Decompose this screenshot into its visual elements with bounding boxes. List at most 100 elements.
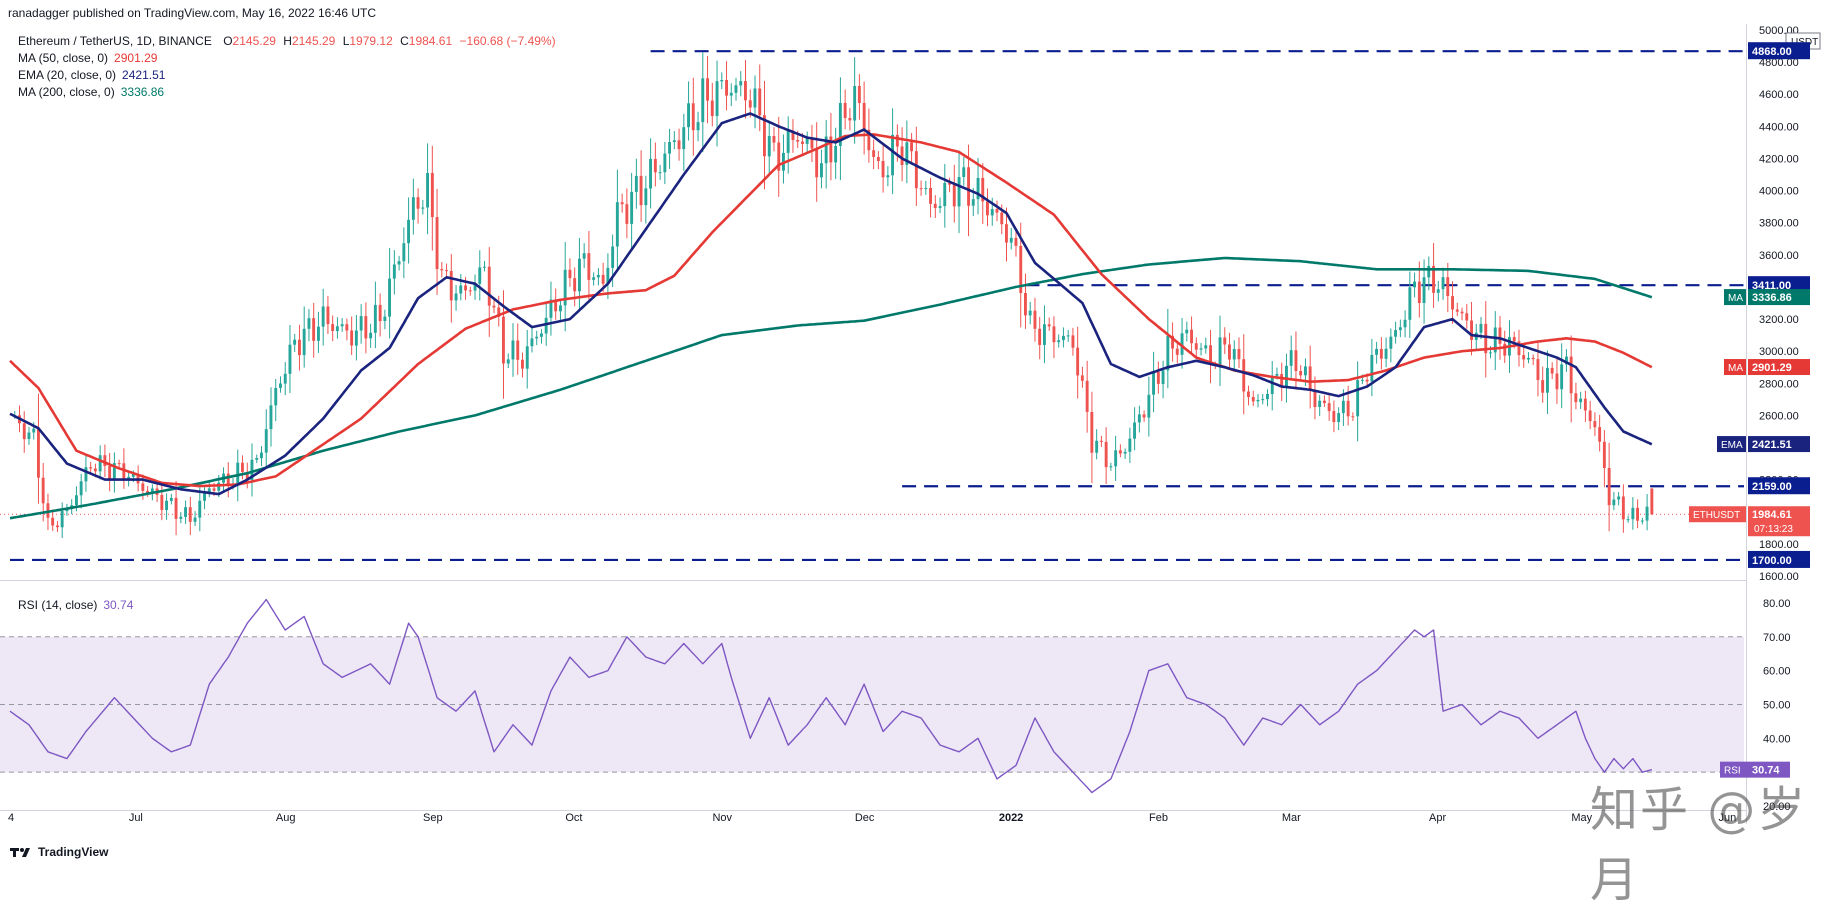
candle-body[interactable] <box>658 172 662 174</box>
candle-body[interactable] <box>1550 367 1554 374</box>
candle-body[interactable] <box>411 197 415 220</box>
candle-body[interactable] <box>763 115 766 157</box>
candle-body[interactable] <box>435 217 439 269</box>
candle-body[interactable] <box>241 462 244 472</box>
candle-body[interactable] <box>212 488 216 491</box>
candle-body[interactable] <box>620 202 624 205</box>
candle-body[interactable] <box>834 146 838 163</box>
candle-body[interactable] <box>89 467 93 469</box>
candle-body[interactable] <box>1313 391 1317 407</box>
candle-body[interactable] <box>952 184 956 207</box>
candle-body[interactable] <box>962 167 966 177</box>
candle-body[interactable] <box>1351 416 1355 418</box>
candle-body[interactable] <box>521 359 524 369</box>
candle-body[interactable] <box>160 495 164 511</box>
candle-body[interactable] <box>1455 309 1459 312</box>
candle-body[interactable] <box>729 92 733 96</box>
candle-body[interactable] <box>1156 371 1160 384</box>
candle-body[interactable] <box>1152 371 1155 395</box>
candle-body[interactable] <box>326 306 330 325</box>
candle-body[interactable] <box>933 203 937 208</box>
candle-body[interactable] <box>582 253 586 259</box>
candle-body[interactable] <box>1621 496 1625 520</box>
candle-body[interactable] <box>625 204 629 224</box>
candle-body[interactable] <box>274 388 278 406</box>
candle-body[interactable] <box>1337 413 1341 422</box>
candle-body[interactable] <box>943 182 947 207</box>
candle-body[interactable] <box>1095 440 1099 453</box>
candle-body[interactable] <box>1171 335 1174 349</box>
candle-body[interactable] <box>843 103 847 118</box>
candle-body[interactable] <box>820 163 823 178</box>
candle-body[interactable] <box>392 264 396 279</box>
candle-body[interactable] <box>1536 359 1540 380</box>
candle-body[interactable] <box>1512 337 1516 342</box>
candle-body[interactable] <box>881 161 885 178</box>
candle-body[interactable] <box>150 488 154 494</box>
candle-body[interactable] <box>1232 349 1236 360</box>
candle-body[interactable] <box>777 142 781 171</box>
candle-body[interactable] <box>1280 374 1284 388</box>
candle-body[interactable] <box>1498 327 1502 344</box>
candle-body[interactable] <box>1247 391 1250 398</box>
candle-body[interactable] <box>1038 328 1042 345</box>
candle-body[interactable] <box>169 497 173 501</box>
candle-body[interactable] <box>867 129 871 151</box>
ma200-line[interactable] <box>9 256 1653 520</box>
candle-body[interactable] <box>601 274 605 284</box>
candle-body[interactable] <box>402 243 406 262</box>
candle-body[interactable] <box>1612 499 1616 506</box>
candle-body[interactable] <box>1640 520 1644 522</box>
candle-body[interactable] <box>1180 333 1184 355</box>
candle-body[interactable] <box>554 299 558 312</box>
candle-body[interactable] <box>810 138 814 149</box>
candle-body[interactable] <box>549 299 553 318</box>
candle-body[interactable] <box>27 432 31 440</box>
candle-body[interactable] <box>1479 323 1483 333</box>
candle-body[interactable] <box>184 507 187 517</box>
candle-body[interactable] <box>606 267 610 284</box>
ma50-legend[interactable]: MA (50, close, 0) 2901.29 <box>18 51 158 65</box>
candle-body[interactable] <box>929 188 932 204</box>
candle-body[interactable] <box>250 459 254 480</box>
candle-body[interactable] <box>511 340 515 360</box>
candle-body[interactable] <box>592 277 596 280</box>
candle-body[interactable] <box>1555 373 1559 390</box>
candle-body[interactable] <box>1360 379 1364 381</box>
candle-body[interactable] <box>672 140 676 142</box>
candle-body[interactable] <box>1631 507 1635 520</box>
candle-body[interactable] <box>1465 313 1469 321</box>
rsi-line[interactable] <box>9 598 1653 794</box>
candle-body[interactable] <box>891 134 894 176</box>
candle-body[interactable] <box>41 477 45 504</box>
candle-body[interactable] <box>653 158 657 173</box>
candle-body[interactable] <box>260 452 263 459</box>
candle-body[interactable] <box>663 153 667 173</box>
candle-body[interactable] <box>56 525 59 528</box>
candle-body[interactable] <box>905 142 909 165</box>
candle-body[interactable] <box>948 182 951 185</box>
candle-body[interactable] <box>1104 441 1108 468</box>
candle-body[interactable] <box>84 467 88 482</box>
candle-body[interactable] <box>198 500 202 518</box>
candle-body[interactable] <box>1451 296 1454 310</box>
candle-body[interactable] <box>1413 281 1416 288</box>
candle-body[interactable] <box>459 285 463 294</box>
candle-body[interactable] <box>530 338 534 347</box>
candle-body[interactable] <box>649 158 652 189</box>
candle-body[interactable] <box>748 100 752 108</box>
candle-body[interactable] <box>1076 347 1080 376</box>
candle-body[interactable] <box>226 473 230 486</box>
candle-body[interactable] <box>1527 357 1530 360</box>
candle-body[interactable] <box>1014 237 1018 246</box>
candle-body[interactable] <box>976 178 980 200</box>
candle-body[interactable] <box>744 81 747 101</box>
candle-body[interactable] <box>634 175 638 192</box>
candle-body[interactable] <box>430 173 434 218</box>
candle-body[interactable] <box>331 324 335 331</box>
candle-body[interactable] <box>1190 329 1193 344</box>
candle-body[interactable] <box>1223 337 1227 345</box>
candle-body[interactable] <box>1043 324 1046 345</box>
candle-body[interactable] <box>397 261 401 265</box>
candle-body[interactable] <box>359 316 363 331</box>
